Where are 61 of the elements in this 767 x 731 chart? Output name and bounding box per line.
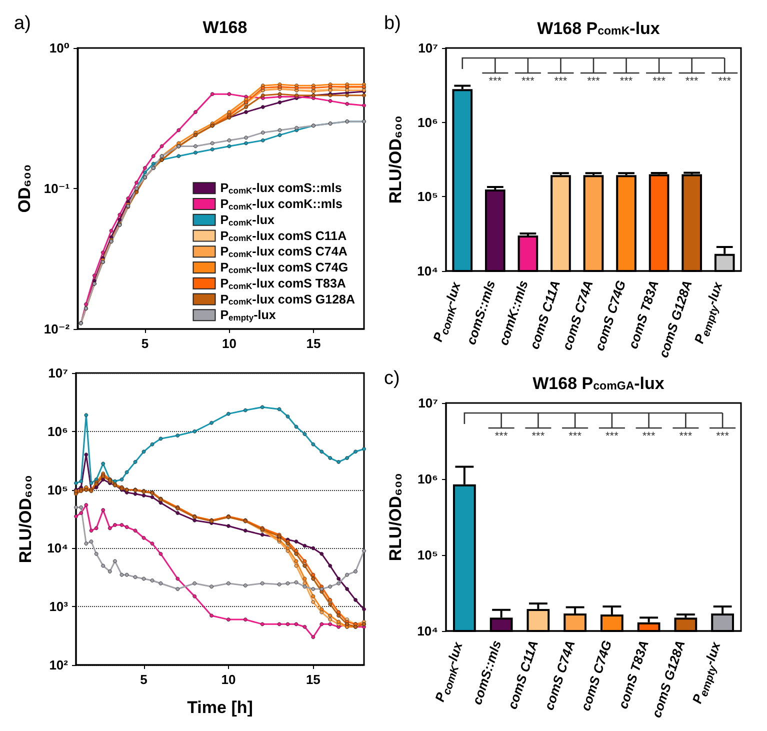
legend-label: PcomK-lux comS T83A [220, 276, 346, 291]
annotation: *** [494, 430, 508, 442]
annotation: *** [532, 430, 546, 442]
annotation: *** [554, 76, 568, 88]
y-tick-label: 10⁵ [417, 189, 438, 204]
y-tick-label: 10⁶ [418, 472, 438, 486]
annotation: *** [620, 76, 634, 88]
y-tick-label: 10³ [49, 599, 69, 614]
x-tick-label: 10 [222, 336, 236, 351]
annotation: *** [679, 430, 693, 442]
legend-label: PcomK-lux [220, 212, 274, 228]
annotation: *** [568, 430, 582, 442]
y-tick-label: 10⁻¹ [44, 181, 70, 196]
legend-label: Pempty-lux [220, 308, 276, 322]
chart-title: W168 PcomK-lux [537, 18, 660, 38]
x-tick-label: comS C74G [578, 638, 616, 713]
y-tick-label: 10⁷ [418, 396, 438, 410]
x-tick-label: comS C74A [541, 638, 579, 712]
annotation: *** [716, 430, 730, 442]
y-axis-title: RLU/OD₆₀₀ [386, 472, 405, 562]
y-tick-label: 10² [49, 658, 69, 672]
x-tick-label: 5 [140, 672, 148, 687]
y-tick-label: 10⁵ [417, 548, 438, 562]
legend-label: PcomK-lux comS G128A [220, 292, 356, 307]
y-tick-label: 10⁴ [417, 264, 438, 278]
x-tick-label: 10 [221, 672, 236, 687]
y-tick-label: 10⁶ [48, 424, 68, 439]
legend-label: PcomK-lux comK::mls [220, 197, 343, 212]
text: a) [14, 13, 31, 34]
y-tick-label: 10⁶ [418, 114, 438, 130]
x-tick-label: 5 [141, 336, 149, 351]
y-tick-label: 10⁴ [417, 624, 438, 638]
text: b) [384, 13, 401, 34]
x-axis-title: Time [h] [187, 698, 253, 717]
annotation: *** [652, 76, 666, 88]
annotation: *** [488, 76, 502, 88]
annotation: *** [642, 430, 656, 442]
chart-title: W168 PcomGA-lux [532, 374, 665, 393]
legend-label: PcomK-lux comS C74G [220, 260, 348, 275]
annotation: *** [606, 430, 620, 442]
x-tick-label: 15 [306, 336, 321, 351]
y-axis-title: RLU/OD₆₀₀ [16, 474, 35, 564]
x-tick-label: 15 [306, 672, 320, 687]
legend-label: PcomK-lux comS C74A [220, 244, 348, 259]
chart-title: W168 [202, 18, 248, 37]
x-tick-label: comS C11A [504, 638, 542, 712]
y-tick-label: 10⁻² [44, 322, 70, 336]
annotation: *** [685, 76, 699, 88]
annotation: *** [587, 76, 601, 88]
y-axis-title: OD₆₀₀ [15, 164, 34, 213]
annotation: *** [718, 76, 732, 88]
annotation: *** [522, 76, 536, 88]
y-tick-label: 10⁵ [47, 482, 68, 498]
legend-label: PcomK-lux comS C11A [220, 228, 347, 244]
y-tick-label: 10⁷ [48, 366, 68, 380]
y-tick-label: 10⁷ [418, 40, 438, 56]
y-tick-label: 10⁰ [49, 40, 70, 56]
legend-label: PcomK-lux comS::mls [220, 181, 342, 196]
y-tick-label: 10⁴ [47, 540, 68, 556]
text: c) [384, 368, 400, 389]
y-axis-title: RLU/OD₆₀₀ [386, 115, 405, 204]
